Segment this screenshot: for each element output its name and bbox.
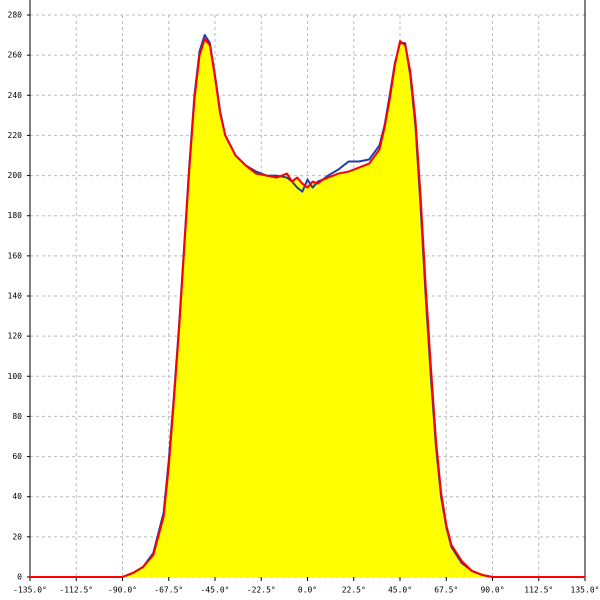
y-tick-label: 280 — [8, 11, 23, 20]
x-tick-label: 90.0° — [480, 586, 504, 595]
x-tick-label: 112.5° — [524, 586, 553, 595]
y-tick-label: 220 — [8, 131, 23, 140]
x-tick-label: -135.0° — [13, 586, 47, 595]
y-tick-label: 140 — [8, 292, 23, 301]
series-line — [30, 38, 585, 578]
y-tick-label: 20 — [12, 532, 22, 541]
y-tick-label: 120 — [8, 332, 23, 341]
x-tick-label: 45.0° — [388, 586, 412, 595]
x-tick-label: 22.5° — [342, 586, 366, 595]
area — [30, 39, 585, 578]
y-tick-label: 60 — [12, 452, 22, 461]
x-tick-label: -112.5° — [59, 586, 93, 595]
x-tick-label: 67.5° — [434, 586, 458, 595]
x-tick-label: -45.0° — [201, 586, 230, 595]
x-tick-label: -22.5° — [247, 586, 276, 595]
y-tick-label: 80 — [12, 412, 22, 421]
y-tick-label: 260 — [8, 51, 23, 60]
x-tick-label: -67.5° — [154, 586, 183, 595]
x-tick-label: 0.0° — [298, 586, 317, 595]
y-tick-label: 40 — [12, 492, 22, 501]
y-tick-label: 160 — [8, 251, 23, 260]
x-tick-label: 135.0° — [571, 586, 600, 595]
x-tick-label: -90.0° — [108, 586, 137, 595]
y-tick-label: 200 — [8, 171, 23, 180]
y-tick-label: 100 — [8, 372, 23, 381]
y-tick-label: 0 — [17, 573, 22, 582]
y-tick-label: 240 — [8, 91, 23, 100]
y-tick-label: 180 — [8, 211, 23, 220]
